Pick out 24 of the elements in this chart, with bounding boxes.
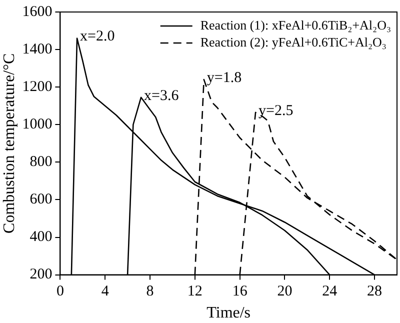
annotation: x=3.6 — [144, 88, 180, 104]
annotation: x=2.0 — [80, 28, 115, 45]
x-tick-label: 4 — [101, 284, 110, 300]
y-tick-label: 1400 — [22, 41, 52, 58]
x-tick-label: 28 — [367, 284, 382, 300]
legend-label: Reaction (1): xFeAl+0.6TiB₂+Al₂O₃ — [200, 17, 391, 32]
annotation: y=2.5 — [258, 102, 294, 119]
annotation: y=1.8 — [206, 70, 242, 86]
x-tick-label: 12 — [187, 284, 202, 300]
y-tick-label: 600 — [30, 192, 52, 208]
legend-label: Reaction (2): yFeAl+0.6TiC+Al₂O₃ — [200, 34, 386, 50]
x-tick-label: 0 — [56, 284, 64, 300]
y-tick-label: 1000 — [22, 116, 52, 133]
y-axis-title: Combustion temperature/°C — [0, 53, 18, 234]
y-tick-label: 800 — [30, 154, 52, 170]
x-tick-label: 20 — [277, 284, 292, 300]
x-axis-title: Time/s — [206, 304, 251, 322]
y-tick-label: 400 — [30, 229, 52, 246]
x-tick-label: 24 — [322, 284, 338, 300]
y-tick-label: 200 — [30, 266, 52, 283]
x-tick-label: 16 — [232, 284, 248, 300]
y-tick-label: 1200 — [22, 79, 52, 96]
y-tick-label: 1600 — [22, 4, 52, 20]
x-tick-label: 8 — [146, 284, 154, 300]
